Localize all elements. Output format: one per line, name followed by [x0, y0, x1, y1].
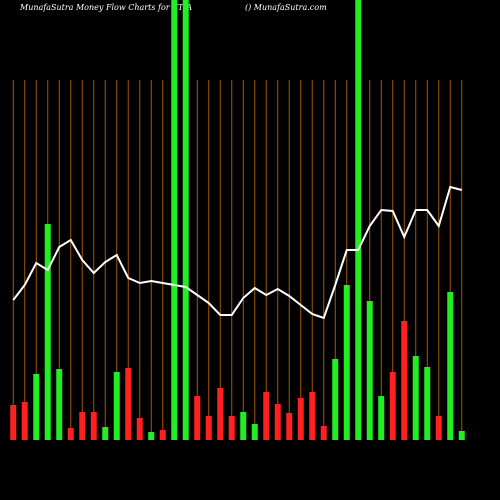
bar: [10, 405, 17, 440]
bar: [44, 224, 51, 440]
bar: [90, 412, 97, 440]
bar: [159, 430, 166, 440]
bar: [148, 432, 155, 440]
bar: [424, 367, 431, 440]
chart-subtitle: () MunafaSutra.com: [245, 3, 327, 12]
bar: [366, 301, 373, 440]
bar: [205, 416, 212, 440]
bar: [412, 356, 419, 440]
bar: [182, 0, 189, 440]
bar: [171, 0, 178, 440]
bar: [332, 359, 339, 440]
bar: [263, 392, 270, 440]
bar: [102, 427, 109, 440]
bar: [79, 412, 86, 440]
bar: [378, 396, 385, 440]
bar: [297, 398, 304, 440]
bar: [113, 372, 120, 440]
bar: [125, 368, 132, 440]
bar: [447, 292, 454, 440]
bar: [33, 374, 40, 440]
bar: [309, 392, 316, 440]
bar: [251, 424, 258, 440]
bar: [274, 404, 281, 440]
bar: [355, 0, 362, 440]
bar: [67, 428, 74, 440]
bar: [217, 388, 224, 440]
money-flow-line: [12, 185, 463, 320]
bar: [21, 402, 28, 440]
bar: [389, 372, 396, 440]
bar: [320, 426, 327, 440]
bar: [228, 416, 235, 440]
bar: [343, 285, 350, 440]
bar: [56, 369, 63, 440]
bar: [136, 418, 143, 440]
bar: [286, 413, 293, 440]
bar: [458, 431, 465, 440]
bar: [401, 321, 408, 440]
bar: [435, 416, 442, 440]
bar: [240, 412, 247, 440]
bar: [194, 396, 201, 440]
chart-title: MunafaSutra Money Flow Charts for XTIA: [19, 3, 192, 12]
